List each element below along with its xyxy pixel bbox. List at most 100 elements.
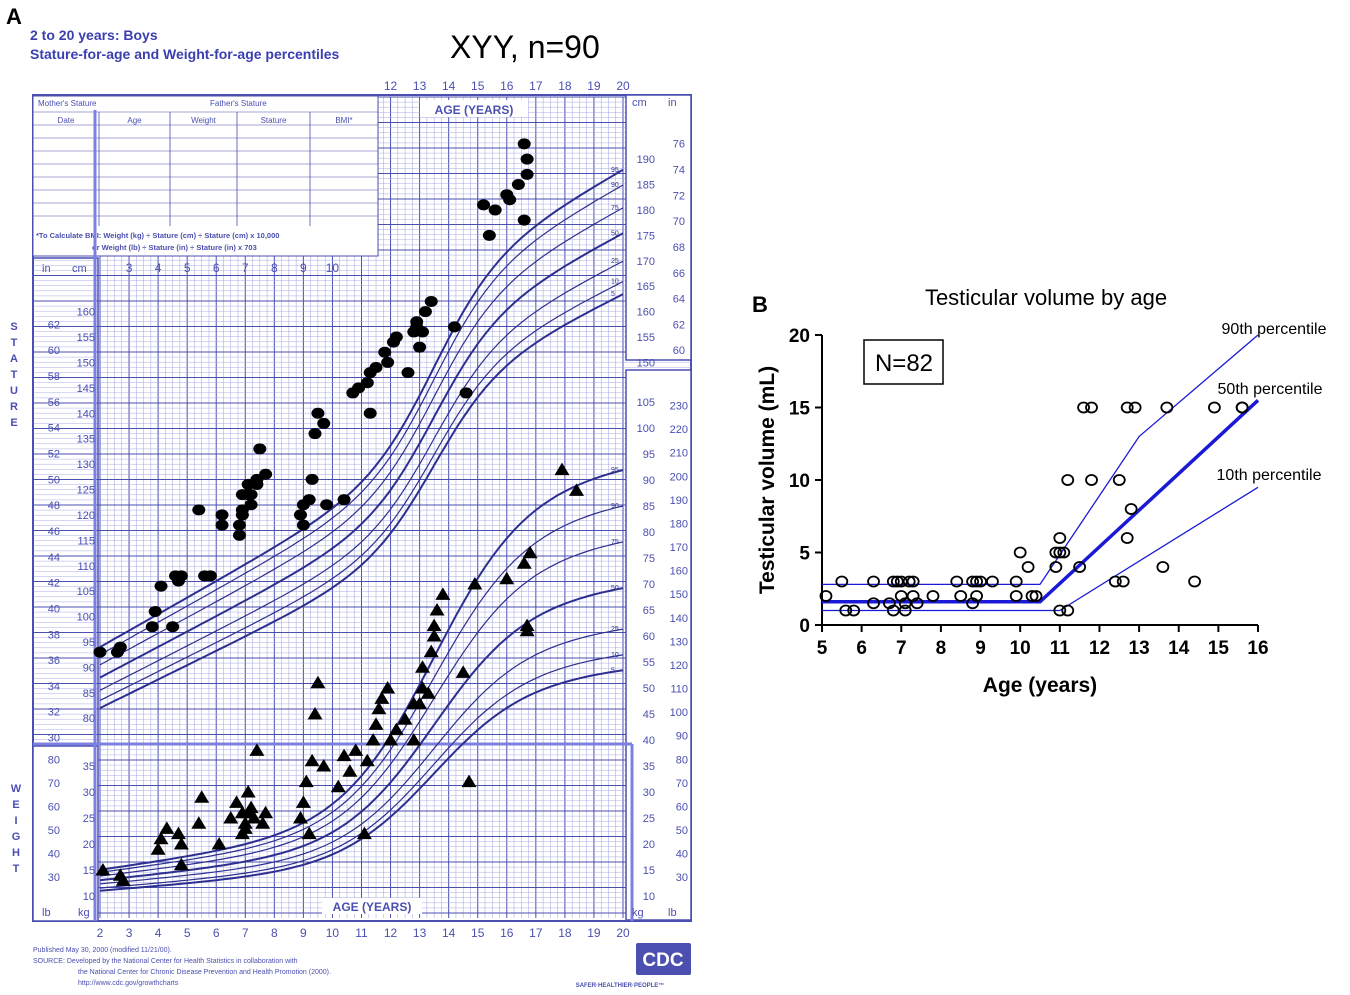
x-tick-label: 15 — [1208, 638, 1230, 659]
volume-point — [886, 575, 900, 588]
weight-point — [191, 816, 207, 829]
stature-in-tick-left: 48 — [48, 500, 60, 512]
weight-point — [397, 712, 413, 725]
stature-cm-tick-right: 185 — [637, 180, 655, 192]
weight-point — [516, 556, 532, 569]
weight-point — [569, 483, 585, 496]
volume-point — [898, 604, 912, 617]
fathers-stature-label: Father's Stature — [210, 99, 267, 108]
volume-point — [986, 575, 999, 588]
volume-point — [1013, 546, 1027, 559]
stature-cm-tick-left: 90 — [83, 662, 95, 674]
stature-cm-tick-left: 110 — [77, 561, 95, 573]
top-age-tick: 19 — [587, 79, 601, 93]
weight-kg-tick-right: 65 — [643, 605, 655, 617]
weight-kg-tick-right: 80 — [643, 527, 655, 539]
x-tick-label: 8 — [936, 638, 947, 659]
stature-in-tick-left: 36 — [48, 655, 60, 667]
bottom-age-tick: 17 — [529, 926, 543, 940]
panel-a: A Date Age Weight Stature BMI* Mother's Statu… — [6, 4, 714, 989]
stature-cm-tick-right: 155 — [637, 332, 655, 344]
unit-cm-label: cm — [72, 263, 87, 275]
weight-point — [380, 681, 396, 694]
weight-kg-tick-left: 10 — [83, 891, 95, 903]
stature-cm-tick-left: 115 — [77, 535, 95, 547]
stature-in-tick-left: 62 — [48, 319, 60, 331]
stature-in-tick-left: 52 — [48, 449, 60, 461]
bmi-note-line1: *To Calculate BMI: Weight (kg) ÷ Stature… — [36, 231, 279, 240]
volume-point — [1009, 575, 1023, 588]
stature-percentile-curve-95 — [99, 168, 624, 648]
top-age-tick: 15 — [471, 79, 485, 93]
stature-cm-tick-right: 150 — [637, 357, 655, 369]
volume-point — [1057, 546, 1071, 559]
stature-point — [320, 499, 334, 511]
stature-percentile-curve-10 — [99, 280, 624, 701]
weight-kg-tick-right: 90 — [643, 475, 655, 487]
weight-point — [336, 748, 352, 762]
stature-in-tick-left: 38 — [48, 629, 60, 641]
stature-point — [517, 138, 531, 150]
stature-cm-tick-left: 145 — [77, 383, 95, 395]
weight-point — [435, 587, 451, 600]
stature-point — [296, 519, 310, 531]
weight-point — [426, 618, 442, 632]
volume-point — [970, 590, 983, 602]
stature-vertical-left: T — [11, 369, 18, 381]
weight-point — [348, 743, 364, 756]
stature-percentile-curve-75 — [99, 207, 624, 666]
stature-point — [308, 428, 322, 440]
weight-point — [307, 707, 323, 720]
x-tick-label: 16 — [1247, 638, 1268, 659]
stature-point — [311, 407, 325, 419]
weight-point — [455, 665, 471, 678]
y-tick-label: 5 — [799, 544, 810, 565]
volume-point — [910, 597, 924, 610]
weight-lb-tick-right: 80 — [676, 754, 688, 766]
annotation-box — [863, 339, 944, 385]
stature-vertical-left: E — [10, 417, 17, 429]
weight-point — [211, 837, 227, 850]
volume-point — [1077, 401, 1091, 414]
stature-in-tick-left: 40 — [48, 603, 60, 615]
inline-age-tick: 10 — [326, 261, 340, 275]
chart-header-line1: 2 to 20 years: Boys — [30, 27, 158, 43]
weight-point — [499, 571, 515, 585]
stature-cm-tick-right: 160 — [637, 307, 655, 319]
weight-kg-tick-right: 95 — [643, 449, 655, 461]
bottom-age-tick: 3 — [126, 926, 133, 940]
weight-point — [246, 811, 262, 824]
weight-point — [461, 774, 477, 788]
inline-age-tick: 7 — [242, 261, 249, 275]
bottom-age-tick: 14 — [442, 926, 456, 940]
weight-percentile-curve-95 — [99, 469, 624, 871]
stature-point — [410, 316, 424, 328]
volume-point — [1235, 401, 1249, 414]
unit-cm-label-right: cm — [632, 97, 647, 109]
bottom-age-tick: 6 — [213, 926, 220, 940]
table-header-age: Age — [127, 116, 142, 125]
stature-in-tick-left: 60 — [48, 345, 60, 357]
stature-percentile-curve-5 — [99, 293, 624, 709]
y-axis-label: Testicular volume (mL) — [756, 366, 779, 594]
weight-lb-tick-left: 70 — [48, 778, 60, 790]
bottom-age-tick: 9 — [300, 926, 307, 940]
volume-point — [1124, 503, 1138, 515]
volume-point — [1053, 532, 1067, 544]
weight-point — [150, 842, 166, 855]
volume-point — [970, 575, 983, 588]
footer-line1: Published May 30, 2000 (modified 11/21/0… — [33, 947, 172, 954]
volume-point — [1085, 474, 1098, 486]
stature-percentile-label-95: 95 — [611, 167, 619, 174]
stature-point — [378, 346, 392, 358]
inline-age-tick: 5 — [184, 261, 191, 275]
weight-percentile-curve-25 — [99, 628, 624, 885]
stature-point — [192, 504, 206, 516]
weight-point — [194, 790, 210, 803]
stature-in-tick-right: 66 — [673, 268, 685, 280]
weight-kg-tick-right: 15 — [643, 865, 655, 877]
volume-point — [966, 575, 980, 588]
bottom-age-tick: 2 — [97, 926, 104, 940]
